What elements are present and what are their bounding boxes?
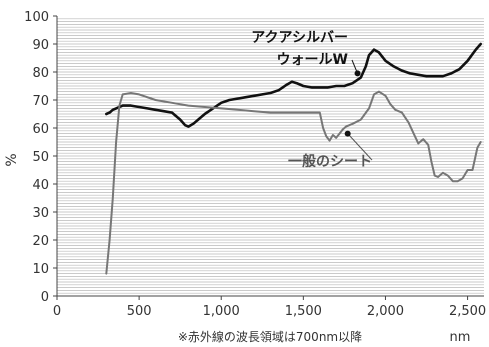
x-tick-label: 2,500 — [449, 304, 486, 319]
y-tick-label: 70 — [32, 94, 49, 109]
y-axis-label: % — [4, 153, 20, 166]
axes — [53, 15, 484, 300]
y-tick-label: 30 — [32, 206, 49, 221]
annotation-label: ウォールW — [277, 52, 348, 68]
footnote: ※赤外線の波長領域は700nm以降 — [178, 329, 362, 344]
y-tick-label: 90 — [32, 38, 49, 53]
x-axis-unit: nm — [450, 330, 471, 345]
x-tick-label: 2,000 — [367, 304, 404, 319]
y-tick-label: 100 — [24, 10, 49, 25]
y-tick-label: 50 — [32, 150, 49, 165]
tick-labels: 0 10 20 30 40 50 60 70 80 90 100 0 500 1,000 1,500 2,00… — [24, 10, 486, 319]
y-tick-label: 0 — [41, 290, 49, 305]
series-lines — [105, 42, 483, 275]
y-tick-label: 10 — [32, 262, 49, 277]
x-tick-label: 0 — [53, 304, 61, 319]
annotation-dot — [344, 130, 351, 137]
annotation-leader — [347, 133, 373, 161]
annotation-label: 一般のシート — [288, 153, 372, 170]
series-line-1 — [105, 42, 483, 128]
annotation-dot — [354, 70, 361, 77]
y-tick-label: 40 — [32, 178, 49, 193]
y-tick-label: 60 — [32, 122, 49, 137]
series-line-2 — [105, 90, 482, 275]
y-tick-label: 80 — [32, 66, 49, 81]
x-tick-label: 500 — [127, 304, 152, 319]
x-tick-label: 1,500 — [285, 304, 322, 319]
annotation-label: アクアシルバー — [251, 30, 348, 46]
y-tick-label: 20 — [32, 234, 49, 249]
x-tick-label: 1,000 — [203, 304, 240, 319]
grid-lines — [57, 18, 484, 294]
